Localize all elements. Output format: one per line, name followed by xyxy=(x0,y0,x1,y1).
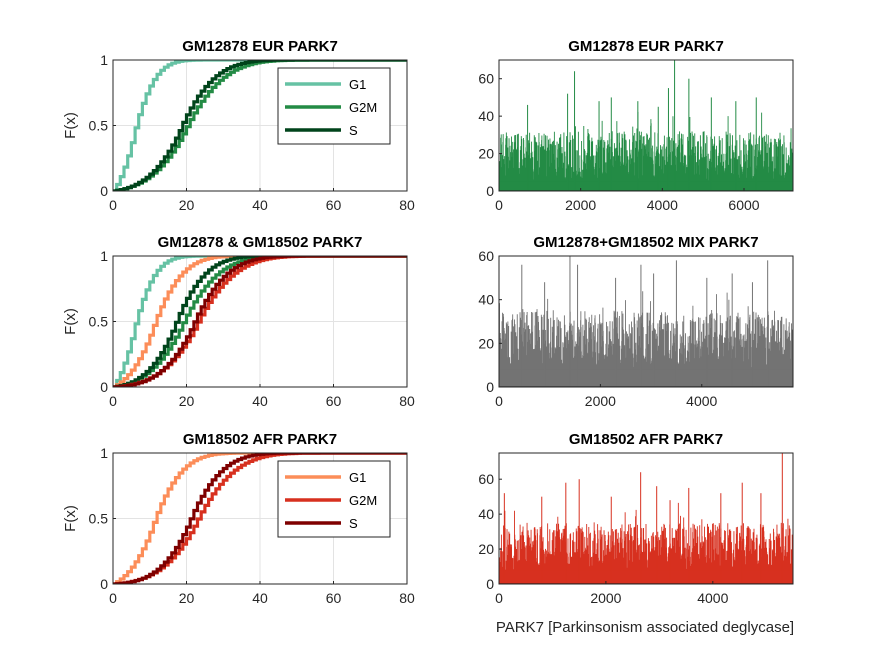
hist-eur-y-tick-label: 60 xyxy=(478,71,494,87)
cdf-afr-x-tick-label: 20 xyxy=(179,590,195,606)
cdf-mix-x-tick-label: 0 xyxy=(109,393,117,409)
cdf-mix-y-tick-label: 0 xyxy=(100,379,108,395)
cdf-mix-title: GM12878 & GM18502 PARK7 xyxy=(158,234,363,251)
cdf-eur-x-tick-label: 80 xyxy=(399,197,415,213)
cdf-afr-panel: 0 20 40 60 80 0 0.5 1 GM18502 AFR PARK7 F(x) G1 G2M… xyxy=(62,431,415,606)
cdf-afr-legend-label-g1: G1 xyxy=(349,470,366,485)
hist-eur-y-tick-label: 40 xyxy=(478,108,494,124)
hist-eur-x-tick-label: 4000 xyxy=(647,197,678,213)
cdf-afr-legend-label-s: S xyxy=(349,516,358,531)
hist-eur-title: GM12878 EUR PARK7 xyxy=(568,38,724,55)
hist-afr-panel: 0 2000 4000 0 20 40 60 GM18502 AFR PARK7 xyxy=(478,431,794,606)
hist-mix-y-tick-label: 40 xyxy=(478,292,494,308)
cdf-mix-panel: 0 20 40 60 80 0 0.5 1 GM12878 & GM18502 PARK7 F(x… xyxy=(62,234,415,409)
cdf-afr-y-axis-label: F(x) xyxy=(62,505,79,532)
hist-afr-title: GM18502 AFR PARK7 xyxy=(569,431,723,448)
cdf-mix-y-tick-label: 1 xyxy=(100,248,108,264)
hist-afr-y-tick-label: 0 xyxy=(486,576,494,592)
hist-afr-axes-frame xyxy=(498,452,794,585)
cdf-mix-x-tick-label: 80 xyxy=(399,393,415,409)
cdf-eur-series-g1 xyxy=(113,60,407,191)
hist-afr-marks xyxy=(499,453,793,584)
hist-afr-y-tick-label: 60 xyxy=(478,471,494,487)
hist-eur-y-tick-label: 20 xyxy=(478,146,494,162)
cdf-mix-series-1 xyxy=(113,256,407,387)
cdf-afr-y-tick-label: 0 xyxy=(100,576,108,592)
cdf-eur-title: GM12878 EUR PARK7 xyxy=(182,38,338,55)
hist-mix-axes-frame xyxy=(498,255,794,388)
hist-eur-marks xyxy=(499,60,793,191)
cdf-eur-y-tick-label: 0.5 xyxy=(89,118,109,134)
cdf-eur-legend: G1 G2M S xyxy=(277,67,391,145)
hist-afr-x-tick-label: 4000 xyxy=(697,590,728,606)
hist-mix-y-tick-label: 20 xyxy=(478,335,494,351)
hist-mix-panel: 0 2000 4000 0 20 40 60 GM12878+GM18502 MIX PARK… xyxy=(478,234,794,409)
hist-mix-marks xyxy=(499,256,793,387)
hist-eur-x-tick-label: 6000 xyxy=(728,197,759,213)
hist-afr-y-tick-label: 20 xyxy=(478,541,494,557)
hist-mix-x-tick-label: 0 xyxy=(495,393,503,409)
cdf-afr-legend: G1 G2M S xyxy=(277,460,391,538)
cdf-afr-legend-label-g2m: G2M xyxy=(349,493,377,508)
cdf-eur-y-tick-label: 0 xyxy=(100,183,108,199)
cdf-eur-y-axis-label: F(x) xyxy=(62,112,79,139)
hist-mix-x-tick-label: 2000 xyxy=(585,393,616,409)
cdf-afr-title: GM18502 AFR PARK7 xyxy=(183,431,337,448)
hist-mix-y-tick-label: 0 xyxy=(486,379,494,395)
hist-eur-axes-frame xyxy=(498,59,794,192)
hist-mix-x-tick-label: 4000 xyxy=(686,393,717,409)
cdf-afr-x-tick-label: 40 xyxy=(252,590,268,606)
cdf-eur-x-tick-label: 0 xyxy=(109,197,117,213)
cdf-eur-legend-label-g1: G1 xyxy=(349,77,366,92)
cdf-mix-y-tick-label: 0.5 xyxy=(89,314,109,330)
cdf-mix-y-axis-label: F(x) xyxy=(62,308,79,335)
hist-mix-bars-base xyxy=(499,369,793,387)
cdf-eur-x-tick-label: 40 xyxy=(252,197,268,213)
cdf-afr-x-tick-label: 60 xyxy=(326,590,342,606)
hist-eur-y-tick-label: 0 xyxy=(486,183,494,199)
cdf-mix-x-tick-label: 20 xyxy=(179,393,195,409)
cdf-mix-x-tick-label: 40 xyxy=(252,393,268,409)
cdf-afr-series-s xyxy=(113,453,407,584)
hist-mix-title: GM12878+GM18502 MIX PARK7 xyxy=(533,234,758,251)
cdf-eur-panel: 0 20 40 60 80 0 0.5 1 GM12878 EUR PARK7 F(x) G1 G2M… xyxy=(62,38,415,213)
x-axis-label-bottom-right: PARK7 [Parkinsonism associated deglycase… xyxy=(496,619,794,636)
cdf-mix-x-tick-label: 60 xyxy=(326,393,342,409)
cdf-eur-legend-label-s: S xyxy=(349,123,358,138)
cdf-afr-y-tick-label: 1 xyxy=(100,445,108,461)
cdf-afr-y-tick-label: 0.5 xyxy=(89,511,109,527)
hist-eur-bars-base xyxy=(499,181,793,191)
hist-afr-x-tick-label: 0 xyxy=(495,590,503,606)
cdf-afr-series-g1 xyxy=(113,453,407,584)
cdf-eur-x-tick-label: 60 xyxy=(326,197,342,213)
hist-afr-bars-base xyxy=(499,570,793,584)
hist-eur-panel: 0 2000 4000 6000 0 20 40 60 GM12878 EUR PARK7 xyxy=(478,38,794,213)
cdf-eur-y-tick-label: 1 xyxy=(100,52,108,68)
hist-afr-x-tick-label: 2000 xyxy=(590,590,621,606)
hist-eur-x-tick-label: 0 xyxy=(495,197,503,213)
hist-afr-y-tick-label: 40 xyxy=(478,506,494,522)
hist-eur-x-tick-label: 2000 xyxy=(565,197,596,213)
cdf-mix-series-0 xyxy=(113,256,407,387)
cdf-eur-legend-label-g2m: G2M xyxy=(349,100,377,115)
hist-mix-y-tick-label: 60 xyxy=(478,248,494,264)
cdf-afr-x-tick-label: 80 xyxy=(399,590,415,606)
cdf-afr-x-tick-label: 0 xyxy=(109,590,117,606)
cdf-eur-x-tick-label: 20 xyxy=(179,197,195,213)
